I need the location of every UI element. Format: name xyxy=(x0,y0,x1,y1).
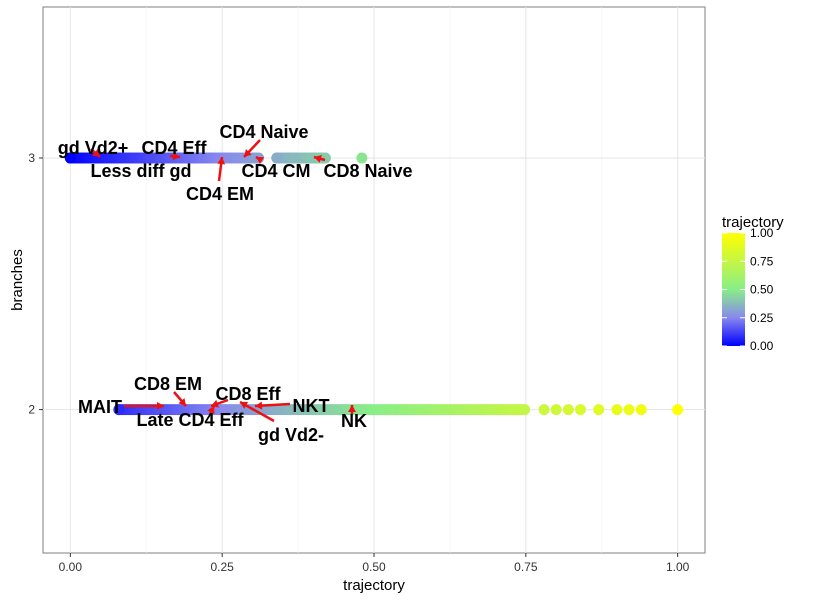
annotation-label: CD4 CM xyxy=(241,161,310,181)
x-tick-label: 0.75 xyxy=(514,560,538,574)
annotation-arrowhead xyxy=(178,398,186,406)
annotation-label: CD4 Naive xyxy=(219,122,308,142)
data-point xyxy=(550,404,562,416)
annotation-label: CD8 EM xyxy=(134,374,202,394)
annotation-arrowhead xyxy=(244,149,252,157)
x-tick-label: 0.25 xyxy=(210,560,234,574)
data-point xyxy=(611,404,623,416)
data-point xyxy=(635,404,647,416)
data-point xyxy=(593,404,605,416)
y-axis-ticks: 23 xyxy=(28,151,43,417)
annotation-label: NKT xyxy=(293,396,330,416)
annotation-label: NK xyxy=(341,411,367,431)
x-axis-ticks: 0.00 0.25 0.50 0.75 1.00 xyxy=(59,553,690,574)
data-point xyxy=(64,152,76,164)
annotation-arrowhead xyxy=(217,157,226,165)
colorbar-ticks: 0.00 0.25 0.50 0.75 1.00 xyxy=(722,226,774,353)
x-axis-title: trajectory xyxy=(343,577,405,594)
annotation-label: CD8 Naive xyxy=(323,161,412,181)
data-point xyxy=(289,152,301,164)
x-tick-label: 1.00 xyxy=(666,560,690,574)
annotation-label: CD8 Eff xyxy=(215,384,281,404)
colorbar-tick-label: 0.50 xyxy=(750,283,774,297)
data-point xyxy=(538,404,550,416)
annotation-arrowhead xyxy=(157,402,164,410)
colorbar-tick-label: 0.75 xyxy=(750,254,774,268)
annotation-label: Late CD4 Eff xyxy=(136,410,244,430)
annotation-arrowhead xyxy=(207,406,215,415)
colorbar xyxy=(722,233,745,346)
annotation-arrowhead xyxy=(172,152,180,161)
data-point xyxy=(672,404,684,416)
colorbar-tick-label: 0.00 xyxy=(750,339,774,353)
y-tick-label: 3 xyxy=(28,151,35,165)
colorbar-tick-label: 1.00 xyxy=(750,226,774,240)
x-tick-label: 0.50 xyxy=(362,560,386,574)
y-tick-label: 2 xyxy=(28,403,35,417)
annotation-arrowhead xyxy=(92,149,100,157)
legend-title: trajectory xyxy=(722,214,784,231)
data-point xyxy=(562,404,574,416)
y-axis-title: branches xyxy=(9,249,26,311)
annotation-arrowhead xyxy=(255,401,263,410)
data-points xyxy=(64,152,684,416)
x-tick-label: 0.00 xyxy=(59,560,83,574)
annotation-labels: gd Vd2+ CD4 Eff CD4 Naive Less diff gd CD4 E… xyxy=(58,122,413,445)
annotation-label: gd Vd2- xyxy=(258,425,324,445)
annotation-label: CD4 EM xyxy=(186,184,254,204)
data-point xyxy=(623,404,635,416)
annotation-arrows xyxy=(90,139,356,423)
data-point xyxy=(356,152,368,164)
annotation-label: Less diff gd xyxy=(90,161,191,181)
annotation-arrowhead xyxy=(240,401,249,409)
annotation-label: MAIT xyxy=(78,397,122,417)
annotation-arrowhead xyxy=(314,154,322,163)
data-point xyxy=(574,404,586,416)
annotation-arrowhead xyxy=(256,157,265,165)
data-point xyxy=(271,152,283,164)
annotation-label: CD4 Eff xyxy=(141,138,207,158)
data-point xyxy=(113,404,125,416)
colorbar-tick-label: 0.25 xyxy=(750,311,774,325)
annotation-label: gd Vd2+ xyxy=(58,138,129,158)
annotation-arrowhead xyxy=(348,405,356,412)
data-point xyxy=(519,404,531,416)
